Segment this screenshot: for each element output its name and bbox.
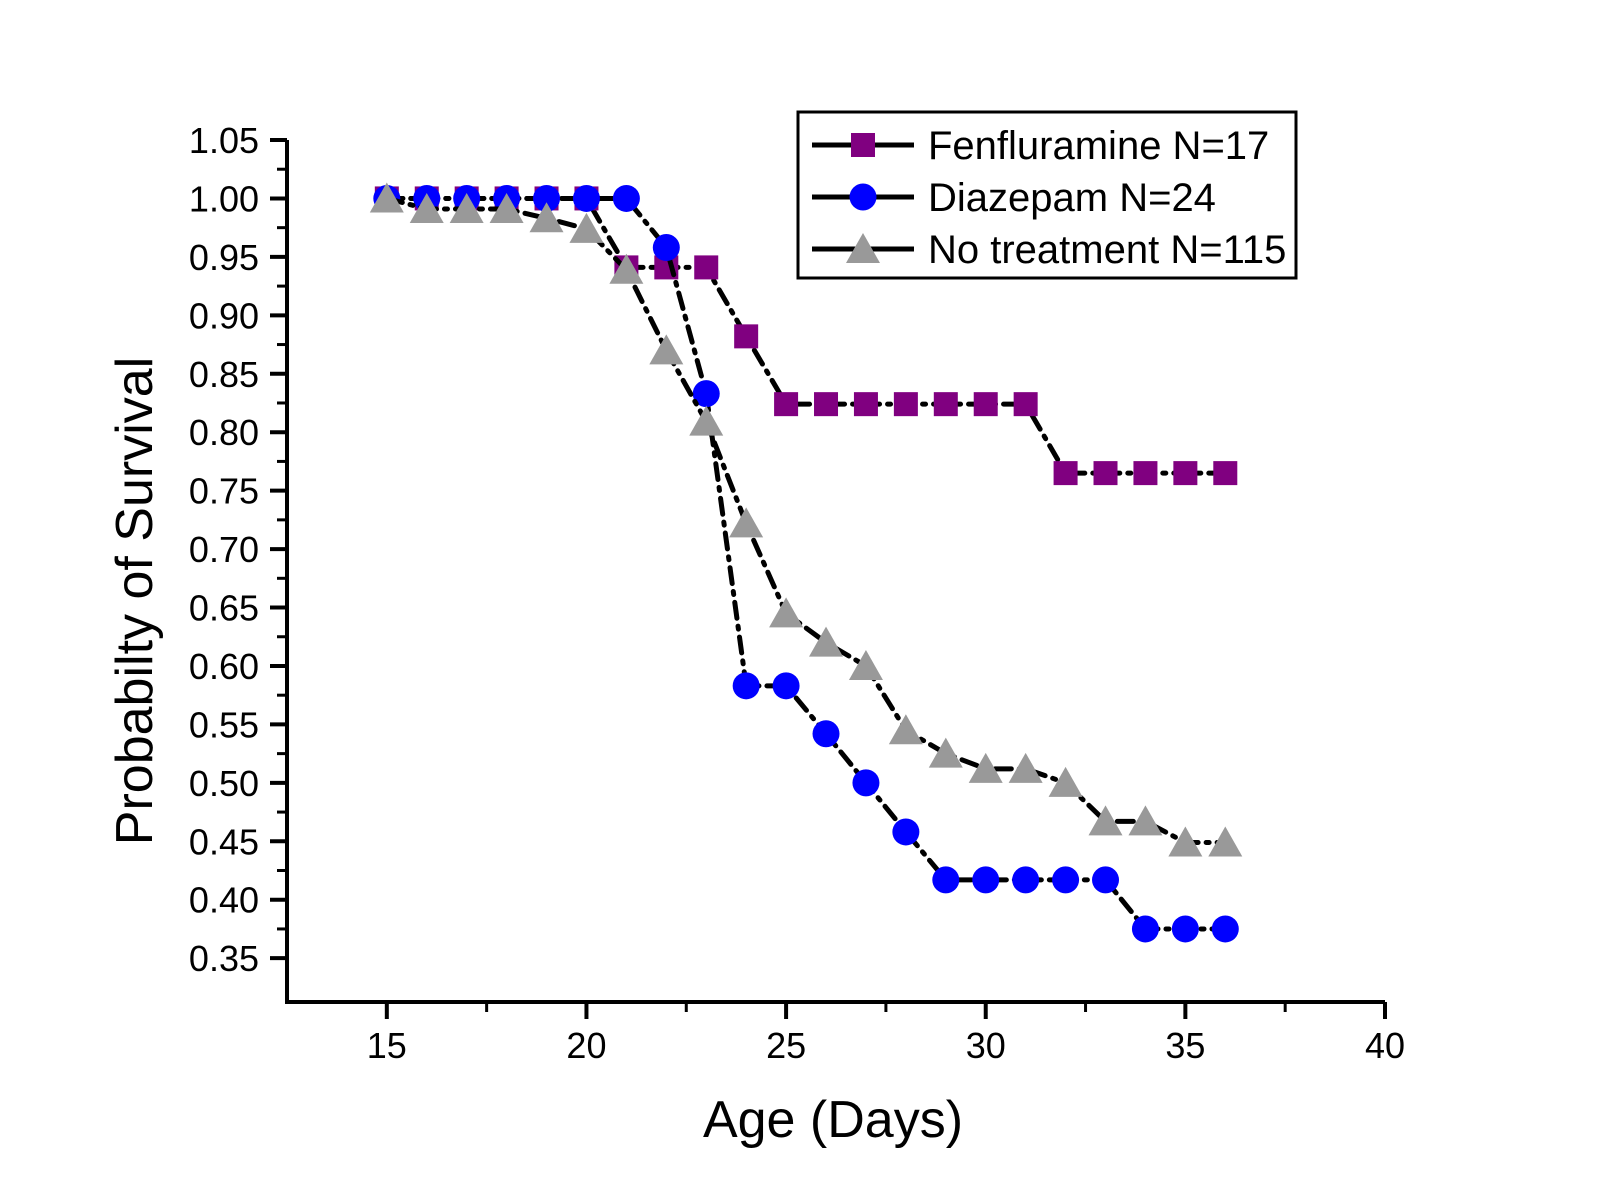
data-point-marker [809,626,844,657]
x-axis-tick-label: 30 [966,1025,1006,1066]
series-line [384,195,1228,932]
data-point-marker [968,752,1003,783]
data-point-marker [1128,805,1163,836]
x-axis-title: Age (Days) [703,1091,963,1149]
legend-entry: Diazepam N=24 [812,176,1216,220]
data-point-marker [449,192,484,223]
legend-entry-label: No treatment N=115 [928,228,1286,272]
axis-frame [285,140,1385,1004]
data-point-marker [529,202,564,233]
data-point-marker [612,184,640,212]
data-point-marker [1208,826,1243,857]
axes: 1.05 1.00 0.95 0.90 0.85 0.80 0.75 0.70 0.65 0.60… [189,120,1405,1066]
x-axis-tick-label: 25 [766,1025,806,1066]
legend-entry-label: Fenfluramine N=17 [928,124,1269,168]
data-point-marker [932,866,960,894]
data-point-marker [1168,826,1203,857]
y-axis-tick-label: 0.95 [189,237,259,278]
data-point-marker [814,392,839,417]
data-point-marker [409,192,444,223]
y-axis-tick-label: 0.50 [189,763,259,804]
y-axis-tick-label: 0.65 [189,588,259,629]
data-point-marker [609,253,644,284]
legend-entry: Fenfluramine N=17 [812,124,1269,168]
x-axis-tick-label: 15 [367,1025,407,1066]
y-axis-tick-label: 0.80 [189,412,259,453]
data-point-marker [692,380,720,408]
data-point-marker [649,334,684,365]
data-point-marker [888,714,923,745]
y-axis-tick-label: 0.55 [189,704,259,745]
data-point-marker [572,184,600,212]
legend-circle-marker [849,183,877,211]
y-axis-tick-label: 0.75 [189,471,259,512]
data-point-marker [1213,461,1238,486]
data-point-marker [848,649,883,680]
data-point-marker [652,234,680,262]
data-point-marker [772,672,800,700]
data-point-marker [734,324,759,349]
legend-box: Fenfluramine N=17 Diazepam N=24 No treatme… [796,110,1298,280]
series-no-treatment-n-115 [369,182,1243,857]
data-point-marker [972,866,1000,894]
x-axis-tick-label: 40 [1365,1025,1405,1066]
data-point-marker [729,507,764,538]
data-point-marker [1048,766,1083,797]
data-point-marker [769,597,804,628]
data-point-marker [852,769,880,797]
legend-square-marker [851,133,875,157]
data-series [369,182,1243,943]
y-axis-tick-label: 0.60 [189,646,259,687]
data-point-marker [928,737,963,768]
legend-triangle-marker [846,233,880,263]
data-point-marker [689,405,724,436]
data-point-marker [1008,752,1043,783]
x-axis-tick-label: 35 [1165,1025,1205,1066]
y-axis-tick-label: 0.90 [189,295,259,336]
data-point-marker [812,720,840,748]
data-point-marker [489,192,524,223]
data-point-marker [1012,866,1040,894]
legend-entry-label: Diazepam N=24 [928,176,1216,220]
data-point-marker [1093,461,1118,486]
data-point-marker [1053,461,1078,486]
data-point-marker [1088,805,1123,836]
data-point-marker [569,212,604,243]
y-axis-tick-label: 1.05 [189,120,259,161]
y-axis-title: Probabilty of Survival [106,357,164,845]
data-point-marker [1211,915,1239,943]
data-point-marker [1173,461,1198,486]
series-line [384,195,1228,845]
legend-entry: No treatment N=115 [812,228,1286,272]
y-axis-tick-label: 1.00 [189,178,259,219]
data-point-marker [1092,866,1120,894]
data-point-marker [892,818,920,846]
data-point-marker [933,392,958,417]
y-axis-tick-label: 0.45 [189,821,259,862]
data-point-marker [369,182,404,213]
data-point-marker [1131,915,1159,943]
data-point-marker [694,255,719,280]
y-axis-tick-label: 0.40 [189,880,259,921]
data-point-marker [533,184,561,212]
y-axis-tick-label: 0.85 [189,354,259,395]
y-axis-tick-label: 0.35 [189,938,259,979]
data-point-marker [893,392,918,417]
data-point-marker [732,672,760,700]
data-point-marker [853,392,878,417]
data-point-marker [973,392,998,417]
data-point-marker [1013,392,1038,417]
data-point-marker [1171,915,1199,943]
data-point-marker [1133,461,1158,486]
x-axis-tick-label: 20 [566,1025,606,1066]
data-point-marker [774,392,799,417]
data-point-marker [1052,866,1080,894]
y-axis-tick-label: 0.70 [189,529,259,570]
